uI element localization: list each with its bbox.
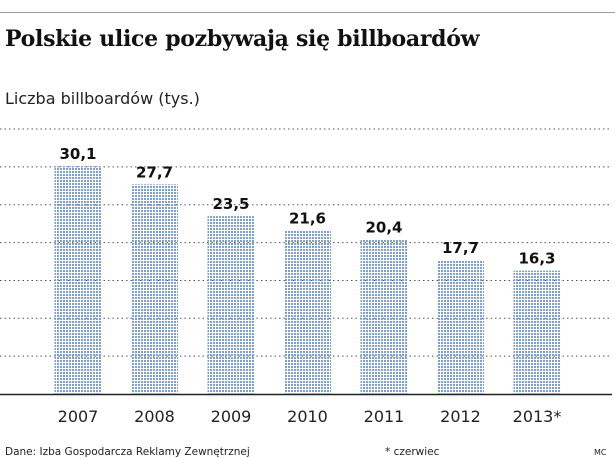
- bar-2010: [284, 230, 331, 394]
- source-note: Dane: Izba Gospodarcza Reklamy Zewnętrzn…: [5, 446, 250, 458]
- bar-2008: [131, 184, 178, 394]
- value-label: 30,1: [59, 145, 96, 163]
- x-tick-label: 2009: [211, 407, 252, 426]
- x-tick-labels: 2007 2008 2009 2010 2011 2012 2013*: [58, 407, 562, 426]
- chart-subtitle: Liczba billboardów (tys.): [5, 89, 200, 108]
- bars: [54, 166, 561, 394]
- value-labels: 30,1 27,7 23,5 21,6 20,4 17,7 16,3: [59, 145, 555, 267]
- x-tick-label: 2010: [287, 407, 328, 426]
- author-credit: MC: [594, 448, 607, 457]
- footnote: * czerwiec: [385, 446, 440, 458]
- bar-2013*: [513, 270, 561, 394]
- x-tick-label: 2013*: [513, 407, 562, 426]
- bar-2009: [207, 216, 255, 394]
- top-rule: [0, 12, 615, 13]
- value-label: 20,4: [365, 219, 402, 237]
- x-tick-label: 2008: [134, 407, 175, 426]
- bar-2007: [54, 166, 102, 394]
- value-label: 16,3: [518, 250, 555, 268]
- bar-2011: [360, 239, 408, 394]
- x-tick-label: 2011: [364, 407, 405, 426]
- value-label: 27,7: [136, 163, 173, 181]
- x-tick-label: 2012: [440, 407, 481, 426]
- chart-title: Polskie ulice pozbywają się billboardów: [5, 26, 480, 52]
- value-label: 23,5: [212, 195, 249, 213]
- bar-2012: [437, 260, 484, 394]
- value-label: 21,6: [289, 209, 326, 227]
- x-tick-label: 2007: [58, 407, 99, 426]
- value-label: 17,7: [442, 239, 479, 257]
